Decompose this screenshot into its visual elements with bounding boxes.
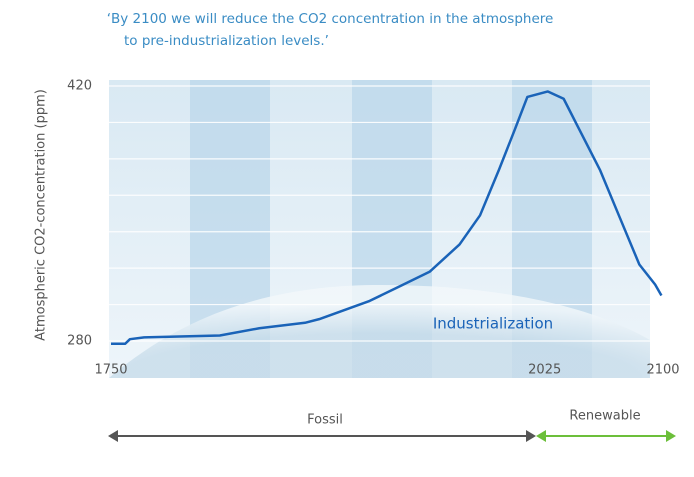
x-tick-label: 1750 — [94, 363, 127, 378]
annotation: Industrialization — [433, 315, 553, 333]
y-tick-label: 420 — [67, 79, 92, 94]
y-tick-label: 280 — [67, 334, 92, 349]
title-line: to pre-industrialization levels.’ — [124, 33, 329, 49]
line — [111, 90, 663, 345]
x-tick-label: 2100 — [646, 363, 679, 378]
x-tick-label: 2025 — [528, 363, 561, 378]
earth — [109, 285, 650, 378]
phase-label: Renewable — [569, 409, 640, 424]
y-axis-label: Atmospheric CO2-concentration (ppm) — [34, 89, 49, 341]
phase-label: Fossil — [307, 413, 343, 428]
title-line: ‘By 2100 we will reduce the CO2 concentr… — [107, 11, 554, 27]
